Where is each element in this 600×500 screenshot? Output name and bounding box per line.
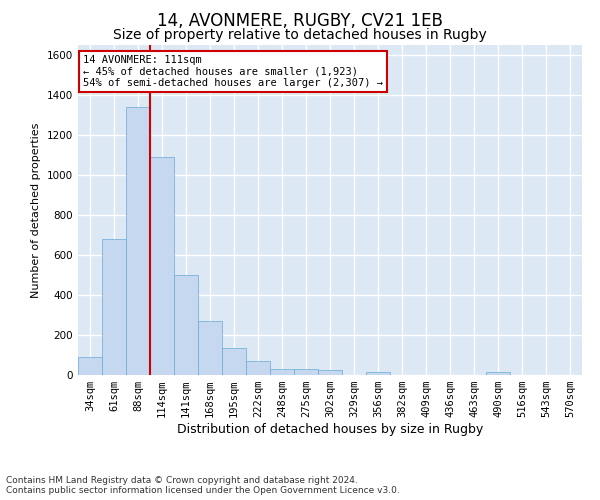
Bar (318, 370, 342, 375)
Bar (174, 275, 198, 375)
Bar (270, 369, 294, 375)
Text: 14, AVONMERE, RUGBY, CV21 1EB: 14, AVONMERE, RUGBY, CV21 1EB (157, 12, 443, 30)
Bar (366, 372, 390, 375)
Bar (78, 357, 102, 375)
Text: Contains HM Land Registry data © Crown copyright and database right 2024.
Contai: Contains HM Land Registry data © Crown c… (6, 476, 400, 495)
Bar (150, 157, 174, 375)
Bar (246, 361, 270, 375)
Bar (294, 369, 318, 375)
Bar (198, 321, 222, 375)
Bar (126, 107, 150, 375)
Y-axis label: Number of detached properties: Number of detached properties (31, 122, 41, 298)
X-axis label: Distribution of detached houses by size in Rugby: Distribution of detached houses by size … (177, 423, 483, 436)
Bar (222, 348, 246, 375)
Text: 14 AVONMERE: 111sqm
← 45% of detached houses are smaller (1,923)
54% of semi-det: 14 AVONMERE: 111sqm ← 45% of detached ho… (83, 55, 383, 88)
Bar (486, 372, 510, 375)
Bar (102, 239, 126, 375)
Text: Size of property relative to detached houses in Rugby: Size of property relative to detached ho… (113, 28, 487, 42)
